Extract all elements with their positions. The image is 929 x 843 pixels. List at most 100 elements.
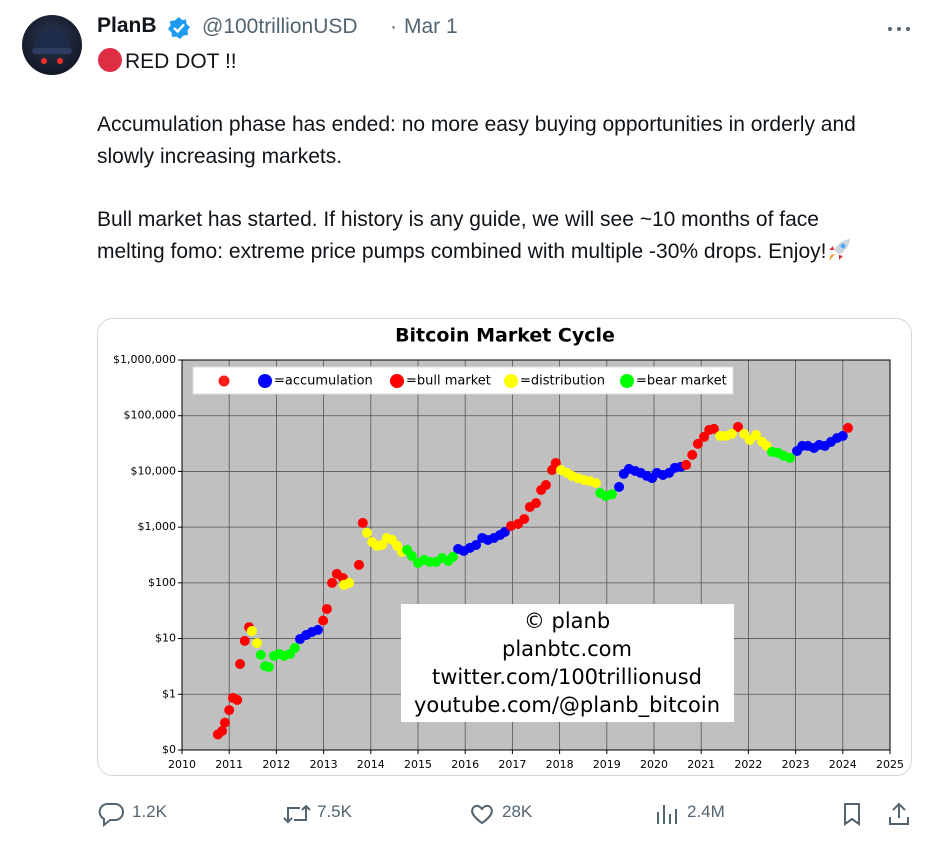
more-button[interactable] xyxy=(886,22,912,36)
avatar[interactable] xyxy=(22,15,82,75)
data-point xyxy=(246,625,257,636)
chart: Bitcoin Market Cycle $0 $1 $10 $100 $1,000 $1… xyxy=(98,319,911,775)
x-tick-label: 2019 xyxy=(593,758,621,771)
data-point xyxy=(263,661,274,672)
data-point xyxy=(318,615,329,626)
legend-current-dot xyxy=(218,375,230,387)
data-point xyxy=(499,526,510,537)
x-tick-label: 2010 xyxy=(168,758,196,771)
x-tick-label: 2014 xyxy=(357,758,385,771)
paragraph: RED DOT !! xyxy=(97,46,877,78)
x-tick-label: 2015 xyxy=(404,758,432,771)
data-point xyxy=(239,635,250,646)
legend-swatch xyxy=(390,374,404,388)
data-point xyxy=(750,429,761,440)
legend-label: =accumulation xyxy=(274,374,373,389)
x-tick-label: 2011 xyxy=(215,758,243,771)
view-count: 2.4M xyxy=(687,802,725,821)
y-tick-label: $1,000,000 xyxy=(113,353,176,366)
data-point xyxy=(708,423,719,434)
chart-title: Bitcoin Market Cycle xyxy=(395,325,615,347)
plot-frame xyxy=(181,359,891,751)
like-button[interactable] xyxy=(468,800,496,828)
data-point xyxy=(699,431,710,442)
data-point xyxy=(550,457,561,468)
x-tick-label: 2012 xyxy=(262,758,290,771)
data-point xyxy=(327,577,338,588)
annotation-line: twitter.com/100trillionusd xyxy=(432,665,702,689)
data-point xyxy=(232,694,243,705)
reply-count: 1.2K xyxy=(132,802,167,821)
data-point xyxy=(606,489,617,500)
legend-swatch xyxy=(258,374,272,388)
handle[interactable]: @100trillionUSD xyxy=(202,15,358,38)
x-tick-label: 2021 xyxy=(687,758,715,771)
data-point xyxy=(357,517,368,528)
rocket-emoji xyxy=(829,239,851,261)
text: Bull market has started. If history is a… xyxy=(97,208,827,263)
views-button[interactable] xyxy=(653,800,681,828)
y-tick-label: $100,000 xyxy=(124,409,177,422)
x-tick-label: 2018 xyxy=(546,758,574,771)
data-point xyxy=(733,421,744,432)
verified-badge xyxy=(168,17,190,39)
bookmark-button[interactable] xyxy=(838,800,866,828)
legend-label: =distribution xyxy=(520,374,605,389)
data-point xyxy=(726,428,737,439)
data-point xyxy=(406,550,417,561)
y-tick-label: $0 xyxy=(162,743,176,756)
avatar-image xyxy=(32,30,72,64)
x-tick-label: 2013 xyxy=(310,758,338,771)
data-point xyxy=(255,649,266,660)
y-tick-label: $100 xyxy=(148,576,176,589)
data-point xyxy=(219,717,230,728)
y-tick-label: $1 xyxy=(162,687,176,700)
data-point xyxy=(252,638,263,649)
media-card[interactable]: Bitcoin Market Cycle $0 $1 $10 $100 $1,000 $1… xyxy=(97,318,912,776)
legend-swatch xyxy=(504,374,518,388)
data-point xyxy=(687,449,698,460)
share-button[interactable] xyxy=(885,800,913,828)
paragraph: Bull market has started. If history is a… xyxy=(97,204,877,268)
y-tick-label: $10,000 xyxy=(131,464,177,477)
x-tick-label: 2025 xyxy=(876,758,904,771)
data-point xyxy=(224,705,235,716)
data-point xyxy=(842,422,853,433)
legend-label: =bear market xyxy=(636,374,727,389)
y-tick-label: $1,000 xyxy=(138,520,177,533)
x-tick-label: 2022 xyxy=(734,758,762,771)
annotation-line: © planb xyxy=(524,609,610,633)
author-name[interactable]: PlanB xyxy=(97,14,157,37)
data-point xyxy=(471,539,482,550)
x-tick-label: 2020 xyxy=(640,758,668,771)
repost-button[interactable] xyxy=(282,800,312,828)
legend-box xyxy=(192,366,734,395)
paragraph: Accumulation phase has ended: no more ea… xyxy=(97,113,856,168)
annotation-line: youtube.com/@planb_bitcoin xyxy=(414,693,720,718)
data-point xyxy=(289,642,300,653)
legend-label: =bull market xyxy=(406,374,491,389)
x-tick-label: 2016 xyxy=(451,758,479,771)
repost-count: 7.5K xyxy=(317,802,352,821)
data-point xyxy=(540,480,551,491)
data-point xyxy=(681,459,692,470)
legend-swatch xyxy=(620,374,634,388)
red-dot-emoji xyxy=(98,48,122,72)
data-point xyxy=(590,477,601,488)
like-count: 28K xyxy=(502,802,533,821)
data-point xyxy=(312,624,323,635)
data-point xyxy=(614,481,625,492)
x-tick-label: 2017 xyxy=(498,758,526,771)
data-point xyxy=(692,438,703,449)
reply-button[interactable] xyxy=(98,800,126,828)
data-point xyxy=(837,430,848,441)
annotation-box xyxy=(401,604,734,722)
data-point xyxy=(784,452,795,463)
data-point xyxy=(344,577,355,588)
data-point xyxy=(354,559,364,570)
post-body: RED DOT !! Accumulation phase has ended:… xyxy=(97,46,877,299)
date[interactable]: Mar 1 xyxy=(404,15,458,38)
separator: · xyxy=(390,15,397,38)
text: RED DOT !! xyxy=(125,50,237,73)
